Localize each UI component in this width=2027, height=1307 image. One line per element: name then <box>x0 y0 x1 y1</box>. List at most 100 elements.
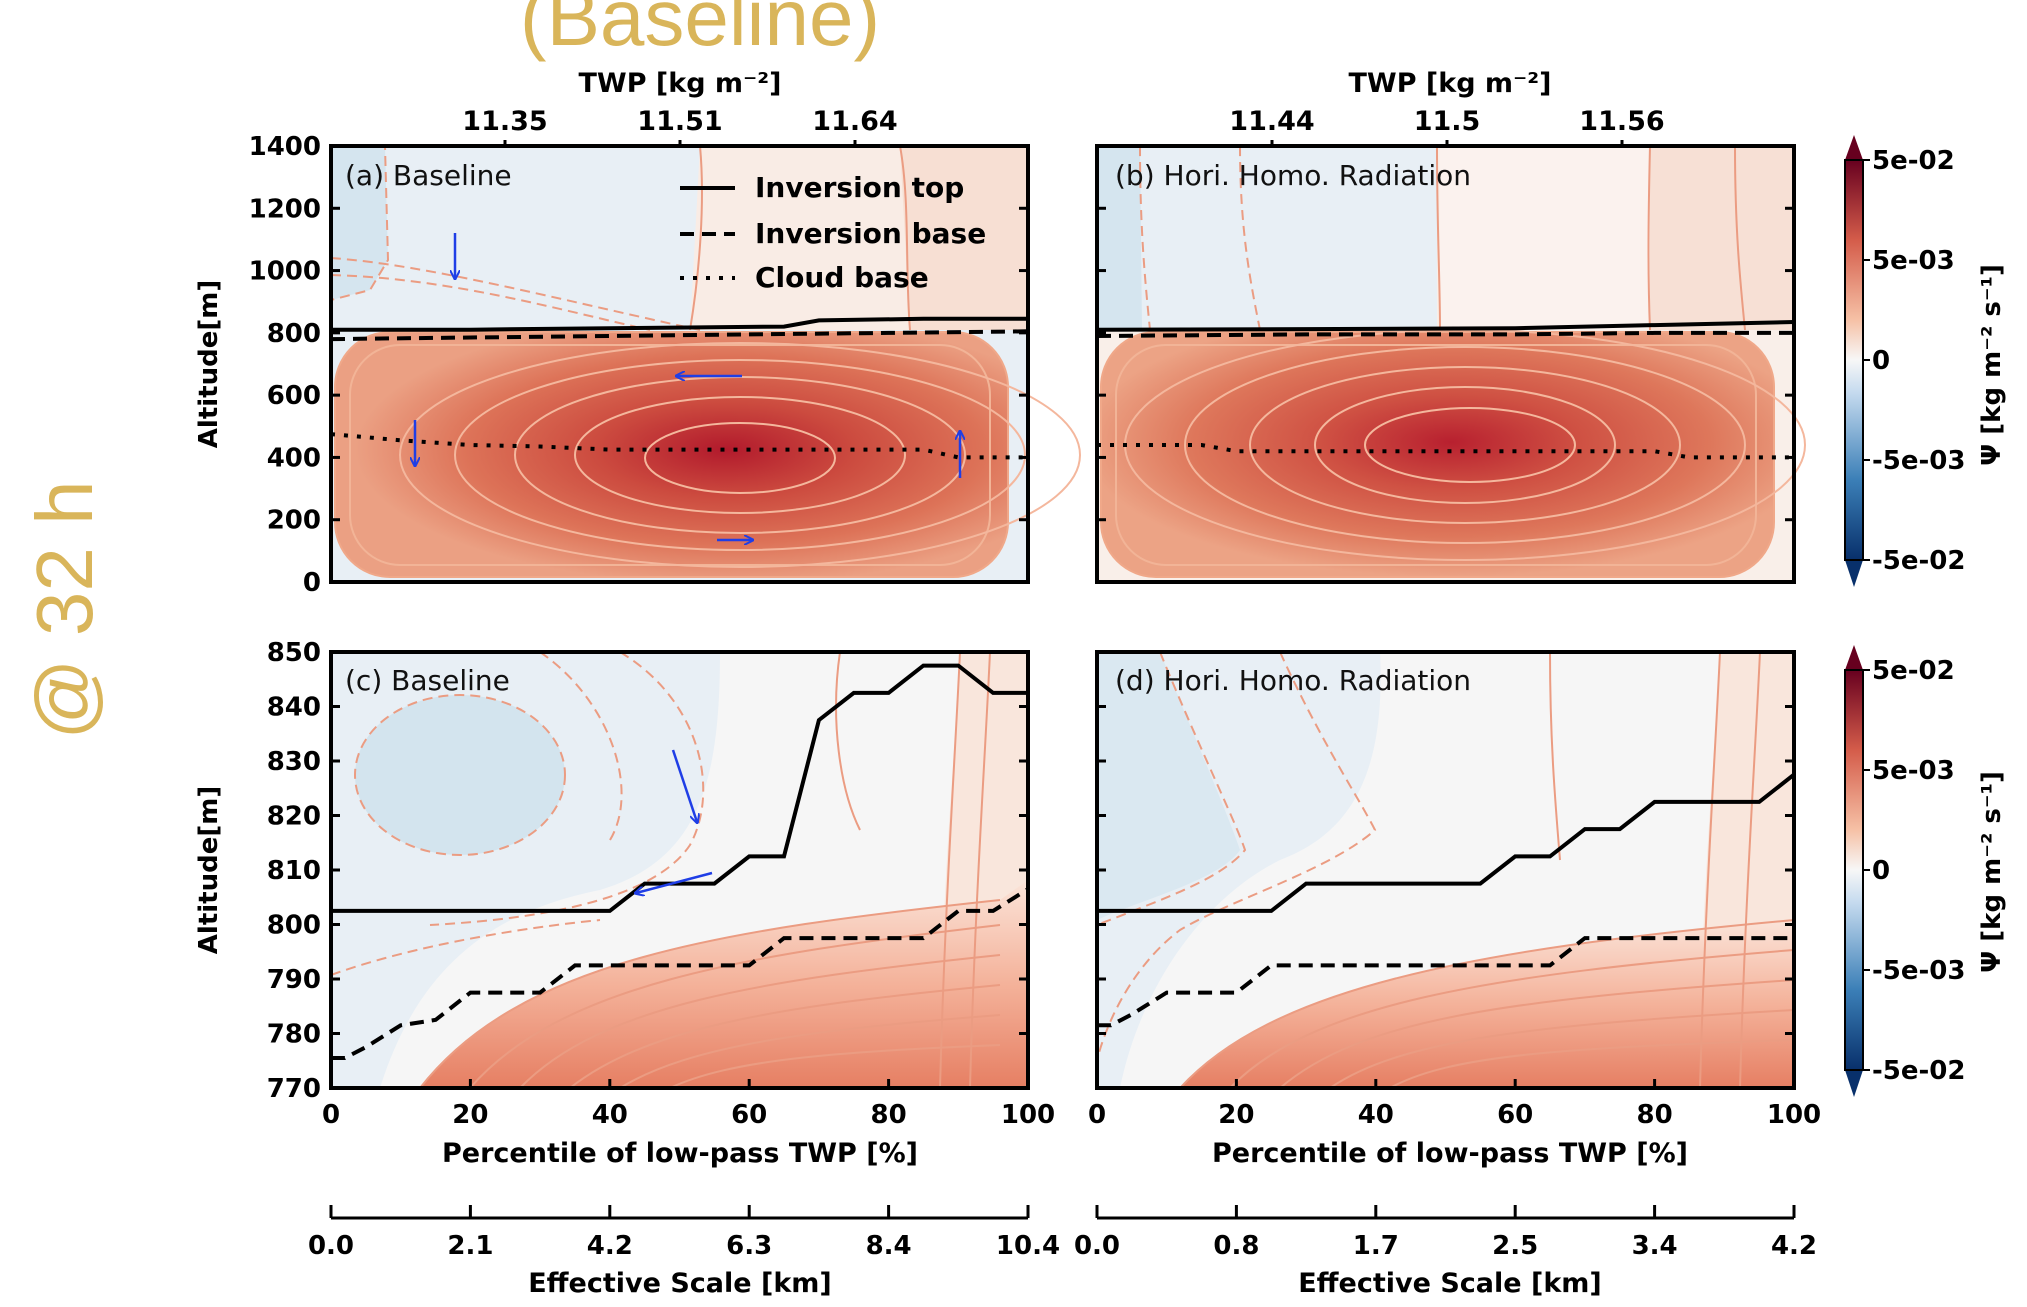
panel-c-lines <box>331 663 1030 1060</box>
legend-inversion-base: Inversion base <box>755 217 986 250</box>
colorbar-tick-label: -5e-02 <box>1872 1056 1966 1086</box>
panel-a-ylabel: Altitude[m] <box>194 280 224 448</box>
colorbar-tick-label: 5e-03 <box>1872 756 1955 786</box>
panel-b-yticks <box>1097 144 1794 584</box>
series-inversion-top <box>1097 773 1796 913</box>
panel-b-twp-tick-2: 11.56 <box>1579 106 1664 137</box>
panel-a-twp-tick-0: 11.35 <box>462 106 547 137</box>
scale-tick-label: 3.4 <box>1632 1231 1678 1261</box>
ytick-label: 780 <box>267 1020 321 1050</box>
xtick-label: 80 <box>1637 1100 1673 1130</box>
panel-a: (a) Baseline Inversion top Inversion bas… <box>194 68 1081 598</box>
panel-b-lines <box>1096 320 1795 460</box>
panel-c-xticks: 0 20 40 60 80 100 <box>322 1079 1055 1130</box>
panel-d-yticks <box>1097 650 1794 1090</box>
panel-b-twp-tick-0: 11.44 <box>1229 106 1314 137</box>
panel-b-title: (b) Hori. Homo. Radiation <box>1115 159 1471 192</box>
series-cloud-base <box>330 432 1028 460</box>
legend: Inversion top Inversion base Cloud base <box>680 171 986 294</box>
side-label: @ 32 h <box>20 480 109 739</box>
series-inversion-base <box>330 329 1029 342</box>
panel-a-twp-tick-1: 11.51 <box>637 106 722 137</box>
scale-tick-label: 2.1 <box>447 1231 493 1261</box>
legend-inversion-top: Inversion top <box>755 171 964 204</box>
panel-d: (d) Hori. Homo. Radiation 0 20 40 60 80 100 P… <box>1074 650 1821 1299</box>
series-inversion-top <box>1096 320 1795 332</box>
panel-d-lines <box>1097 773 1796 1028</box>
colorbar-bottom-label: Ψ [kg m⁻² s⁻¹] <box>1977 771 2007 973</box>
panel-b-twp-tick-1: 11.5 <box>1414 106 1481 137</box>
colorbar-top-ticks: 5e-02 5e-03 0 -5e-03 -5e-02 <box>1863 146 1966 576</box>
legend-cloud-base: Cloud base <box>755 261 929 294</box>
colorbar-bottom-ticks: 5e-02 5e-03 0 -5e-03 -5e-02 <box>1863 656 1966 1086</box>
colorbar-tick-label: -5e-02 <box>1872 546 1966 576</box>
xtick-label: 20 <box>1218 1100 1254 1130</box>
ytick-label: 770 <box>267 1074 321 1104</box>
xtick-label: 60 <box>731 1100 767 1130</box>
panel-d-xlabel: Percentile of low-pass TWP [%] <box>1212 1138 1688 1169</box>
xtick-label: 0 <box>322 1100 340 1130</box>
panel-c-ylabel: Altitude[m] <box>194 786 224 954</box>
xtick-label: 100 <box>1767 1100 1821 1130</box>
ytick-label: 1400 <box>249 132 321 162</box>
ytick-label: 0 <box>303 568 321 598</box>
ytick-label: 200 <box>267 506 321 536</box>
panel-a-twp-label: TWP [kg m⁻²] <box>579 68 782 99</box>
series-inversion-base <box>331 887 1030 1060</box>
xtick-label: 40 <box>1358 1100 1394 1130</box>
xtick-label: 80 <box>871 1100 907 1130</box>
panel-b: (b) Hori. Homo. Radiation TWP [kg m⁻²] 1… <box>1095 68 1806 584</box>
scale-tick-label: 0.8 <box>1213 1231 1259 1261</box>
xtick-label: 0 <box>1088 1100 1106 1130</box>
ytick-label: 1000 <box>249 257 321 287</box>
ytick-label: 850 <box>267 638 321 668</box>
xtick-label: 60 <box>1497 1100 1533 1130</box>
ytick-label: 790 <box>267 965 321 995</box>
panel-d-scale-label: Effective Scale [km] <box>1298 1268 1602 1299</box>
panel-c-yticks: 850 840 830 820 810 800 790 780 770 <box>267 638 1028 1104</box>
colorbar-bottom: 5e-02 5e-03 0 -5e-03 -5e-02 Ψ [kg m⁻² s⁻¹] <box>1844 645 2007 1097</box>
ytick-label: 830 <box>267 747 321 777</box>
ytick-label: 600 <box>267 381 321 411</box>
panel-d-scale-ticks: 0.0 0.8 1.7 2.5 3.4 4.2 <box>1074 1205 1817 1261</box>
panel-a-title: (a) Baseline <box>345 159 512 192</box>
ytick-label: 840 <box>267 693 321 723</box>
colorbar-tick-label: 5e-02 <box>1872 146 1955 176</box>
ytick-label: 820 <box>267 802 321 832</box>
ytick-label: 800 <box>267 911 321 941</box>
scale-tick-label: 4.2 <box>1771 1231 1817 1261</box>
panel-c-scale-ticks: 0.0 2.1 4.2 6.3 8.4 10.4 <box>308 1205 1060 1261</box>
colorbar-tick-label: -5e-03 <box>1872 956 1966 986</box>
scale-tick-label: 2.5 <box>1492 1231 1538 1261</box>
scale-tick-label: 4.2 <box>587 1231 633 1261</box>
colorbar-tick-label: 5e-02 <box>1872 656 1955 686</box>
ytick-label: 1200 <box>249 194 321 224</box>
series-inversion-base <box>1097 936 1794 1028</box>
series-cloud-base <box>1097 443 1794 460</box>
ytick-label: 400 <box>267 443 321 473</box>
colorbar-tick-label: 5e-03 <box>1872 246 1955 276</box>
series-inversion-base <box>1096 330 1794 338</box>
panel-b-twp-label: TWP [kg m⁻²] <box>1349 68 1552 99</box>
colorbar-tick-label: 0 <box>1872 856 1890 886</box>
panel-a-lines <box>330 316 1029 460</box>
colorbar-tick-label: 0 <box>1872 346 1890 376</box>
xtick-label: 40 <box>592 1100 628 1130</box>
ytick-label: 810 <box>267 856 321 886</box>
xtick-label: 100 <box>1001 1100 1055 1130</box>
scale-tick-label: 8.4 <box>866 1231 912 1261</box>
panel-c-xlabel: Percentile of low-pass TWP [%] <box>442 1138 918 1169</box>
scale-tick-label: 0.0 <box>308 1231 354 1261</box>
scale-tick-label: 6.3 <box>726 1231 772 1261</box>
colorbar-top-label: Ψ [kg m⁻² s⁻¹] <box>1977 264 2007 466</box>
colorbar-tick-label: -5e-03 <box>1872 446 1966 476</box>
series-inversion-top <box>331 316 1028 332</box>
series-inversion-top <box>331 663 1028 913</box>
panel-d-title: (d) Hori. Homo. Radiation <box>1115 664 1471 697</box>
panel-d-xticks: 0 20 40 60 80 100 <box>1088 1079 1821 1130</box>
panel-a-yticks: 1400 1200 1000 800 600 400 200 0 <box>249 132 1028 598</box>
ytick-label: 800 <box>267 319 321 349</box>
scale-tick-label: 1.7 <box>1353 1231 1399 1261</box>
colorbar-top: 5e-02 5e-03 0 -5e-03 -5e-02 Ψ [kg m⁻² s⁻¹] <box>1844 135 2007 587</box>
